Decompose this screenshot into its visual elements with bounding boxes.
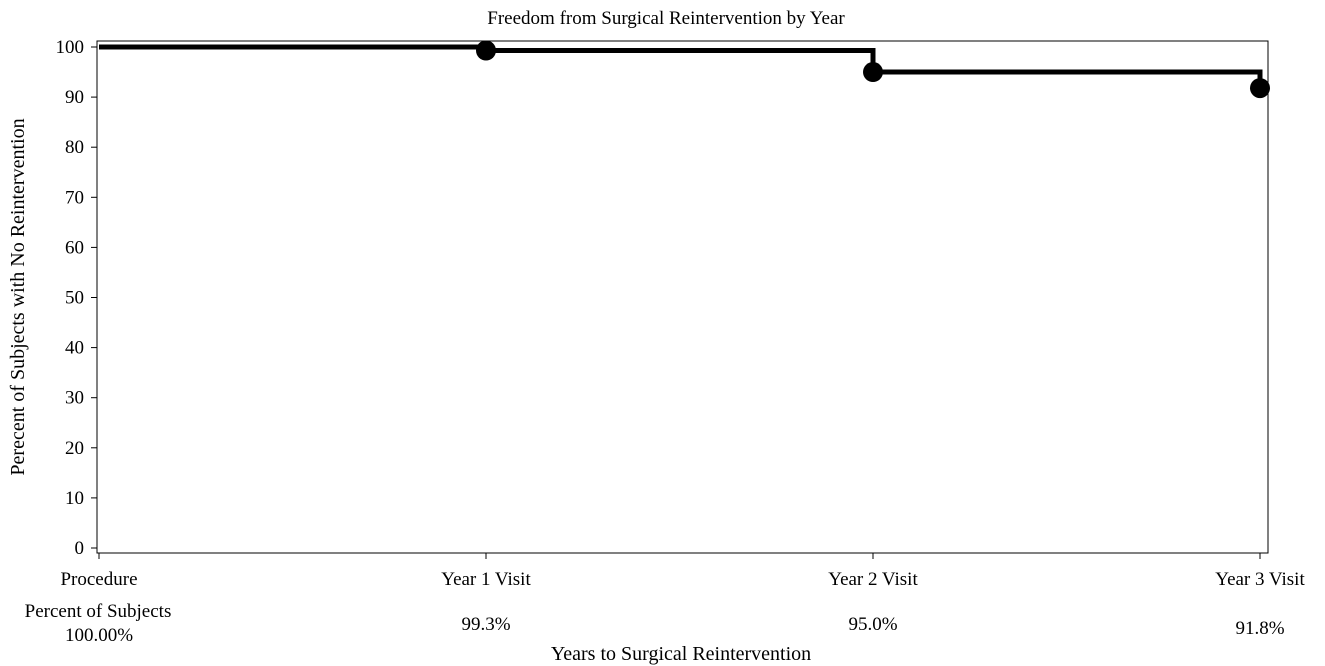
data-point: [1250, 78, 1270, 99]
y-tick-label: 10: [65, 488, 84, 509]
table-header: Percent of Subjects: [25, 601, 172, 622]
y-tick-label: 70: [65, 187, 84, 208]
y-axis: 0 10 20 30 40 50 60 70 80 90 100: [56, 37, 97, 559]
plot-frame: [96, 40, 1269, 554]
y-tick-label: 60: [65, 237, 84, 258]
percent-value: 95.0%: [848, 614, 897, 635]
data-point: [863, 62, 883, 83]
y-tick-label: 40: [65, 338, 84, 359]
x-axis-label: Years to Surgical Reintervention: [551, 643, 811, 665]
y-axis-label: Perecent of Subjects with No Reintervent…: [7, 118, 29, 475]
y-tick-label: 0: [75, 538, 85, 559]
percent-value: 91.8%: [1235, 618, 1284, 639]
step-line: [99, 44, 1263, 89]
series-markers: [476, 40, 1270, 99]
x-tick-label: Year 3 Visit: [1215, 569, 1305, 590]
chart-title: Freedom from Surgical Reintervention by …: [487, 8, 845, 29]
y-tick-label: 50: [65, 288, 84, 309]
data-point: [476, 40, 496, 61]
percent-value: 100.00%: [65, 625, 133, 646]
x-axis: Procedure Year 1 Visit Year 2 Visit Year 3 …: [60, 553, 1305, 590]
y-tick-label: 20: [65, 438, 84, 459]
y-tick-label: 80: [65, 137, 84, 158]
x-tick-label: Year 2 Visit: [828, 569, 918, 590]
y-tick-label: 30: [65, 388, 84, 409]
series-line: [99, 44, 1263, 89]
x-tick-label: Year 1 Visit: [441, 569, 531, 590]
y-tick-label: 100: [56, 37, 85, 58]
x-tick-label: Procedure: [60, 569, 137, 590]
percent-row: 100.00% 99.3% 95.0% 91.8%: [65, 614, 1285, 646]
y-tick-label: 90: [65, 87, 84, 108]
percent-value: 99.3%: [461, 614, 510, 635]
